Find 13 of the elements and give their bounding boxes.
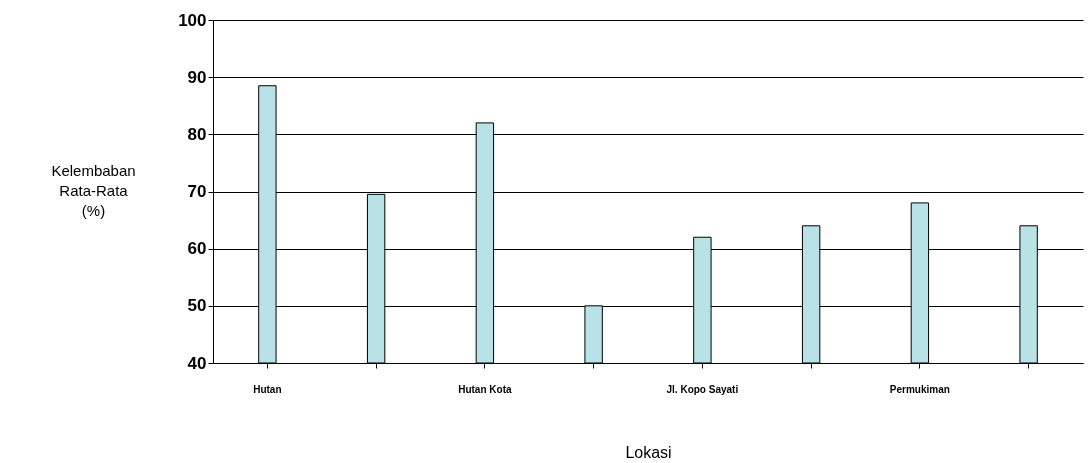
y-axis-title: Kelembaban Rata-Rata (%) (51, 161, 136, 219)
y-tick-label: 100 (178, 10, 207, 30)
y-tick-label: 80 (187, 124, 207, 144)
x-axis-title: Lokasi (625, 443, 672, 461)
x-tick-label: Jl. Kopo Sayati (666, 383, 739, 395)
y-tick-label: 90 (187, 67, 207, 87)
x-tick-label: Hutan (253, 383, 282, 395)
y-tick-label: 60 (187, 239, 207, 259)
y-tick-label: 40 (187, 353, 207, 373)
y-tick-label: 70 (187, 182, 207, 201)
y-tick-label: 50 (187, 296, 207, 316)
x-tick-label: Hutan Kota (458, 383, 512, 395)
x-tick-label: Permukiman (889, 383, 950, 395)
